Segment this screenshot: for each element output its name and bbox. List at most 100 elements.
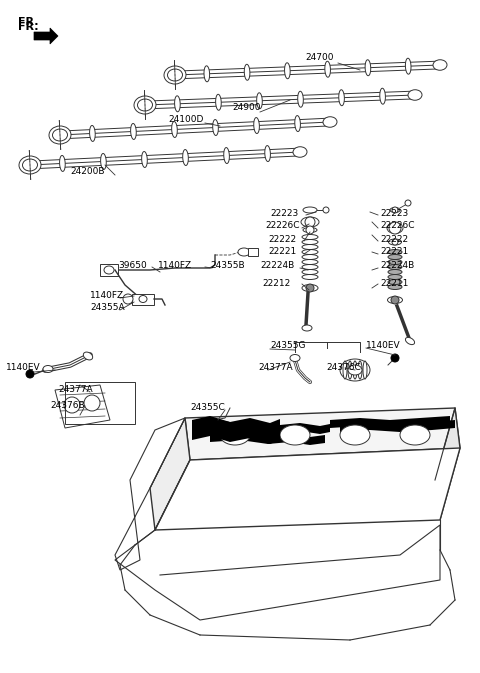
Ellipse shape xyxy=(290,355,300,361)
Polygon shape xyxy=(435,408,460,520)
Text: 24376B: 24376B xyxy=(50,402,84,411)
Ellipse shape xyxy=(388,269,402,275)
Polygon shape xyxy=(265,145,270,162)
Polygon shape xyxy=(213,120,218,135)
Ellipse shape xyxy=(387,223,403,234)
Circle shape xyxy=(389,222,401,234)
Ellipse shape xyxy=(353,361,357,379)
Ellipse shape xyxy=(137,99,153,111)
Circle shape xyxy=(64,397,80,413)
Circle shape xyxy=(323,207,329,213)
Text: 24355C: 24355C xyxy=(190,404,225,413)
Ellipse shape xyxy=(388,250,402,254)
Text: 22221: 22221 xyxy=(268,248,296,256)
Circle shape xyxy=(405,200,411,206)
Text: FR.: FR. xyxy=(18,22,38,32)
Ellipse shape xyxy=(43,365,53,372)
Text: 24100D: 24100D xyxy=(168,116,204,125)
Circle shape xyxy=(392,239,398,245)
Ellipse shape xyxy=(348,361,352,379)
Text: 1140EV: 1140EV xyxy=(6,363,41,372)
Polygon shape xyxy=(339,90,344,106)
Polygon shape xyxy=(90,125,95,141)
Text: 22221: 22221 xyxy=(380,248,408,256)
Polygon shape xyxy=(34,28,58,44)
Polygon shape xyxy=(406,59,411,74)
Polygon shape xyxy=(175,96,180,112)
Text: 1140EV: 1140EV xyxy=(366,341,401,349)
Text: 22222: 22222 xyxy=(380,234,408,244)
Ellipse shape xyxy=(348,365,362,375)
Ellipse shape xyxy=(23,159,37,171)
Circle shape xyxy=(306,284,314,292)
Polygon shape xyxy=(295,116,300,131)
Polygon shape xyxy=(330,416,450,428)
Ellipse shape xyxy=(323,116,337,127)
Ellipse shape xyxy=(358,361,362,379)
Polygon shape xyxy=(254,118,259,133)
Ellipse shape xyxy=(104,266,114,274)
Polygon shape xyxy=(224,147,229,164)
Circle shape xyxy=(392,207,398,213)
Polygon shape xyxy=(192,416,280,444)
Polygon shape xyxy=(257,93,262,109)
Ellipse shape xyxy=(302,285,318,291)
Ellipse shape xyxy=(363,361,367,379)
Polygon shape xyxy=(172,122,177,137)
Text: 24377A: 24377A xyxy=(258,363,293,372)
Polygon shape xyxy=(285,63,290,79)
Ellipse shape xyxy=(49,126,71,144)
Polygon shape xyxy=(325,61,330,77)
Circle shape xyxy=(26,370,34,378)
Ellipse shape xyxy=(220,425,250,445)
Ellipse shape xyxy=(301,217,319,227)
Ellipse shape xyxy=(387,297,403,304)
Ellipse shape xyxy=(388,275,402,279)
Polygon shape xyxy=(204,66,210,82)
Polygon shape xyxy=(131,124,136,139)
Text: 1140FZ: 1140FZ xyxy=(158,260,192,269)
Circle shape xyxy=(391,296,399,304)
Ellipse shape xyxy=(408,90,422,100)
Polygon shape xyxy=(365,60,371,76)
Text: 22224B: 22224B xyxy=(260,262,294,271)
Polygon shape xyxy=(115,418,185,570)
Polygon shape xyxy=(55,385,110,428)
Text: 22223: 22223 xyxy=(380,209,408,217)
Polygon shape xyxy=(150,418,190,530)
Ellipse shape xyxy=(134,96,156,114)
Text: FR.: FR. xyxy=(18,17,38,27)
Polygon shape xyxy=(101,153,106,170)
Text: 24700: 24700 xyxy=(305,53,334,63)
Ellipse shape xyxy=(340,359,370,381)
Ellipse shape xyxy=(168,69,182,81)
Ellipse shape xyxy=(303,207,317,213)
Ellipse shape xyxy=(164,66,186,84)
Text: 24355B: 24355B xyxy=(210,260,245,269)
Ellipse shape xyxy=(340,425,370,445)
Text: 24376C: 24376C xyxy=(326,363,361,372)
Text: 24355A: 24355A xyxy=(90,304,125,312)
Polygon shape xyxy=(340,420,455,432)
Ellipse shape xyxy=(390,207,400,213)
Ellipse shape xyxy=(388,254,402,260)
Polygon shape xyxy=(244,65,250,80)
Ellipse shape xyxy=(19,156,41,174)
Polygon shape xyxy=(155,448,460,530)
Text: 24200B: 24200B xyxy=(70,168,105,176)
Ellipse shape xyxy=(388,279,402,285)
Bar xyxy=(100,264,118,276)
Text: 1140FZ: 1140FZ xyxy=(90,291,124,301)
Ellipse shape xyxy=(433,60,447,70)
Polygon shape xyxy=(192,420,330,434)
Circle shape xyxy=(305,217,315,227)
Text: 24377A: 24377A xyxy=(58,386,93,394)
Polygon shape xyxy=(60,155,65,172)
Ellipse shape xyxy=(139,295,147,302)
Circle shape xyxy=(123,294,133,304)
Polygon shape xyxy=(183,149,188,166)
Bar xyxy=(132,294,154,305)
Ellipse shape xyxy=(400,425,430,445)
Ellipse shape xyxy=(84,352,93,360)
Ellipse shape xyxy=(302,325,312,331)
